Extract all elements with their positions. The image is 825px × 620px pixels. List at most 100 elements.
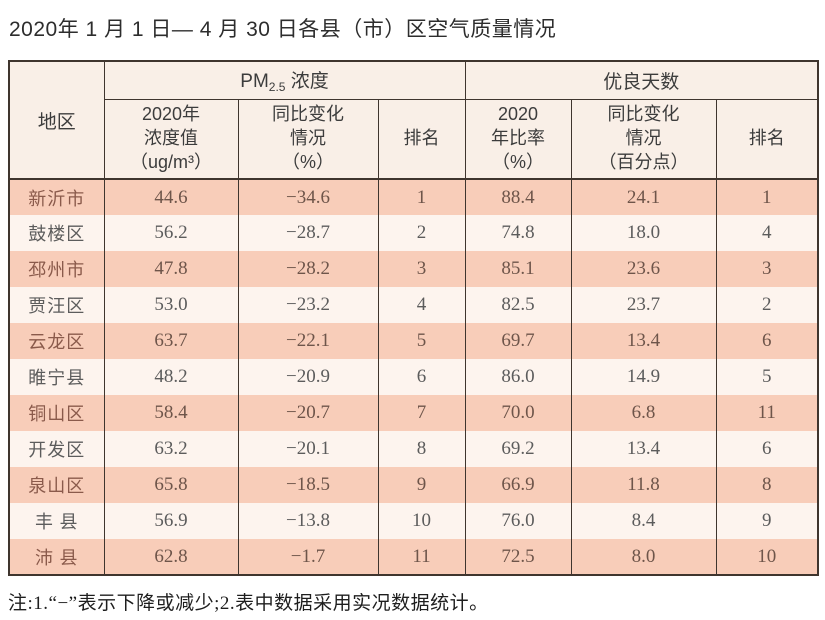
good-ratio-cell: 85.1 — [464, 251, 572, 288]
good-change-cell: 14.9 — [570, 359, 717, 396]
good-ratio-cell: 82.5 — [464, 287, 572, 324]
region-cell: 沛 县 — [8, 539, 105, 576]
pm-change-cell: −20.7 — [237, 395, 379, 432]
good-change-cell: 13.4 — [570, 431, 717, 468]
pm-change-cell: −28.7 — [237, 215, 379, 252]
pm-value-cell: 62.8 — [103, 539, 239, 576]
table-row: 泉山区 65.8 −18.5 9 66.9 11.8 8 — [8, 467, 819, 504]
good-ratio-cell: 88.4 — [464, 179, 572, 216]
pm-change-cell: −20.9 — [237, 359, 379, 396]
header-pm-rank: 排名 — [377, 99, 466, 180]
pm-value-cell: 63.2 — [103, 431, 239, 468]
good-change-cell: 6.8 — [570, 395, 717, 432]
pm25-label-prefix: PM — [240, 71, 269, 93]
table-row: 鼓楼区 56.2 −28.7 2 74.8 18.0 4 — [8, 215, 819, 252]
pm-change-cell: −28.2 — [237, 251, 379, 288]
good-change-cell: 18.0 — [570, 215, 717, 252]
good-rank-cell: 4 — [715, 215, 819, 252]
pm-rank-cell: 5 — [377, 323, 466, 360]
region-cell: 泉山区 — [8, 467, 105, 504]
good-rank-cell: 1 — [715, 179, 819, 216]
good-change-cell: 11.8 — [570, 467, 717, 504]
pm-rank-cell: 2 — [377, 215, 466, 252]
pm-change-cell: −1.7 — [237, 539, 379, 576]
good-ratio-cell: 72.5 — [464, 539, 572, 576]
good-rank-cell: 6 — [715, 323, 819, 360]
good-rank-cell: 5 — [715, 359, 819, 396]
page-title: 2020年 1 月 1 日— 4 月 30 日各县（市）区空气质量情况 — [9, 18, 557, 41]
good-rank-cell: 10 — [715, 539, 819, 576]
table-row: 新沂市 44.6 −34.6 1 88.4 24.1 1 — [8, 179, 819, 216]
region-cell: 贾汪区 — [8, 287, 105, 324]
table-row: 睢宁县 48.2 −20.9 6 86.0 14.9 5 — [8, 359, 819, 396]
pm-value-cell: 63.7 — [103, 323, 239, 360]
pm-value-cell: 65.8 — [103, 467, 239, 504]
good-ratio-cell: 69.2 — [464, 431, 572, 468]
table-row: 邳州市 47.8 −28.2 3 85.1 23.6 3 — [8, 251, 819, 288]
region-cell: 开发区 — [8, 431, 105, 468]
table-row: 云龙区 63.7 −22.1 5 69.7 13.4 6 — [8, 323, 819, 360]
pm-change-cell: −23.2 — [237, 287, 379, 324]
pm-change-cell: −20.1 — [237, 431, 379, 468]
header-good-change: 同比变化 情况 （百分点） — [570, 99, 717, 180]
table-header: 地区 PM2.5 浓度 优良天数 2020年 浓度值 （ug/m³） 同比变化 … — [8, 61, 819, 180]
good-ratio-cell: 76.0 — [464, 503, 572, 540]
good-ratio-cell: 74.8 — [464, 215, 572, 252]
good-change-cell: 23.6 — [570, 251, 717, 288]
header-good-days-group: 优良天数 — [464, 61, 819, 100]
table-row: 铜山区 58.4 −20.7 7 70.0 6.8 11 — [8, 395, 819, 432]
pm25-label-suffix: 浓度 — [285, 71, 329, 93]
air-quality-table: 地区 PM2.5 浓度 优良天数 2020年 浓度值 （ug/m³） 同比变化 … — [8, 60, 820, 577]
header-pm-change: 同比变化 情况 （%） — [237, 99, 379, 180]
good-rank-cell: 8 — [715, 467, 819, 504]
good-rank-cell: 3 — [715, 251, 819, 288]
header-pm25-group: PM2.5 浓度 — [103, 61, 466, 100]
table-row: 开发区 63.2 −20.1 8 69.2 13.4 6 — [8, 431, 819, 468]
pm-change-cell: −18.5 — [237, 467, 379, 504]
region-cell: 邳州市 — [8, 251, 105, 288]
pm-rank-cell: 6 — [377, 359, 466, 396]
table-body: 新沂市 44.6 −34.6 1 88.4 24.1 1 鼓楼区 56.2 −2… — [8, 179, 819, 576]
good-ratio-cell: 86.0 — [464, 359, 572, 396]
good-rank-cell: 2 — [715, 287, 819, 324]
good-change-cell: 24.1 — [570, 179, 717, 216]
good-change-cell: 8.4 — [570, 503, 717, 540]
pm-change-cell: −34.6 — [237, 179, 379, 216]
pm-rank-cell: 11 — [377, 539, 466, 576]
pm-value-cell: 44.6 — [103, 179, 239, 216]
pm-change-cell: −13.8 — [237, 503, 379, 540]
pm-value-cell: 47.8 — [103, 251, 239, 288]
pm-rank-cell: 1 — [377, 179, 466, 216]
good-rank-cell: 11 — [715, 395, 819, 432]
good-change-cell: 13.4 — [570, 323, 717, 360]
pm-value-cell: 56.9 — [103, 503, 239, 540]
table-row: 贾汪区 53.0 −23.2 4 82.5 23.7 2 — [8, 287, 819, 324]
pm-rank-cell: 9 — [377, 467, 466, 504]
good-ratio-cell: 66.9 — [464, 467, 572, 504]
region-cell: 新沂市 — [8, 179, 105, 216]
pm-rank-cell: 8 — [377, 431, 466, 468]
region-cell: 铜山区 — [8, 395, 105, 432]
pm-rank-cell: 10 — [377, 503, 466, 540]
header-good-rank: 排名 — [715, 99, 819, 180]
pm25-subscript: 2.5 — [268, 80, 286, 95]
pm-rank-cell: 7 — [377, 395, 466, 432]
region-cell: 鼓楼区 — [8, 215, 105, 252]
pm-change-cell: −22.1 — [237, 323, 379, 360]
header-good-ratio: 2020 年比率 （%） — [464, 99, 572, 180]
header-region: 地区 — [8, 61, 105, 180]
good-ratio-cell: 70.0 — [464, 395, 572, 432]
table-row: 沛 县 62.8 −1.7 11 72.5 8.0 10 — [8, 539, 819, 576]
region-cell: 丰 县 — [8, 503, 105, 540]
pm-value-cell: 58.4 — [103, 395, 239, 432]
header-columns-row: 2020年 浓度值 （ug/m³） 同比变化 情况 （%） 排名 2020 年比… — [9, 99, 819, 180]
good-rank-cell: 9 — [715, 503, 819, 540]
pm-value-cell: 53.0 — [103, 287, 239, 324]
region-cell: 云龙区 — [8, 323, 105, 360]
table-row: 丰 县 56.9 −13.8 10 76.0 8.4 9 — [8, 503, 819, 540]
good-change-cell: 23.7 — [570, 287, 717, 324]
header-group-row: 地区 PM2.5 浓度 优良天数 — [8, 61, 819, 180]
header-pm-value: 2020年 浓度值 （ug/m³） — [103, 99, 239, 180]
region-cell: 睢宁县 — [8, 359, 105, 396]
